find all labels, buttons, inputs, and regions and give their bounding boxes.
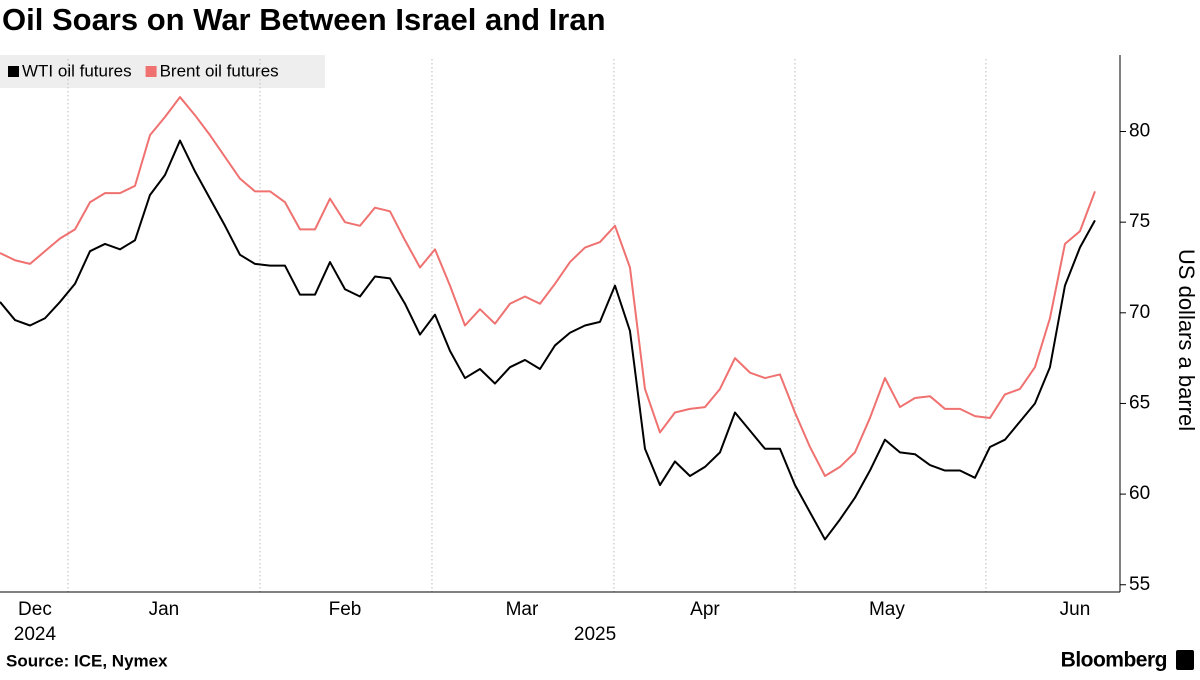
y-tick-label: 55 [1129,574,1150,595]
legend-label: WTI oil futures [22,61,132,80]
legend-swatch [145,66,157,77]
plot: 55 60 65 70 75 80 Dec Jan Feb Mar Apr May Jun 2024 202… [0,55,1150,645]
y-tick-label: 80 [1129,121,1150,142]
y-tick-label: 70 [1129,302,1150,323]
y-tick-label: 65 [1129,392,1150,413]
x-tick-label: May [869,599,905,620]
brand: Bloomberg [1061,649,1167,672]
y-tick-label: 60 [1129,483,1150,504]
x-year-label: 2024 [14,624,57,645]
x-year-label: 2025 [574,624,616,645]
y-axis-label: US dollars a barrel [1174,249,1199,431]
line [0,96,1096,477]
x-tick-label: Mar [506,599,539,620]
y-tick-label: 75 [1129,211,1150,232]
x-tick-label: Jun [1060,599,1091,620]
legend-label: Brent oil futures [160,61,279,80]
brand-icon [1176,650,1194,670]
x-tick-label: Dec [18,599,52,620]
x-tick-label: Apr [690,599,720,620]
x-tick-label: Feb [329,599,362,620]
chart-title: Oil Soars on War Between Israel and Iran [2,2,606,37]
x-tick-label: Jan [149,599,180,620]
legend-swatch [8,66,19,77]
legend-box [0,55,325,88]
source: Source: ICE, Nymex [6,651,168,670]
line [0,139,1096,541]
legend: WTI oil futures Brent oil futures [8,61,279,80]
